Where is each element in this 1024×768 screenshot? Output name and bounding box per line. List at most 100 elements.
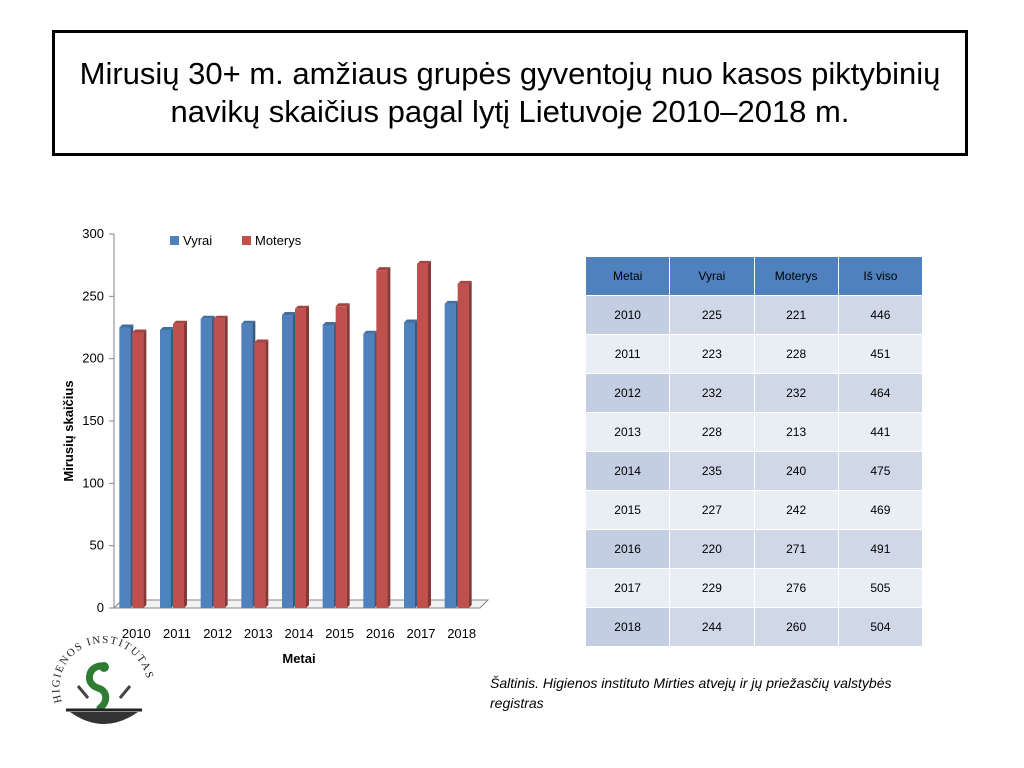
table-cell: 504 [837, 607, 924, 647]
table-cell: 232 [753, 373, 839, 413]
bar-top-vyrai-2011 [160, 326, 174, 330]
y-tick-label: 100 [82, 475, 104, 490]
table-header-men: Vyrai [669, 256, 755, 296]
slide-title-box: Mirusių 30+ m. amžiaus grupės gyventojų … [52, 30, 968, 156]
table-row: 2011 223 228 451 [584, 334, 924, 374]
bar-moterys-2018 [457, 283, 469, 608]
table-cell: 228 [753, 334, 839, 374]
x-tick-label: 2018 [447, 626, 476, 641]
bar-top-moterys-2015 [335, 303, 350, 307]
table-header-row: Metai Vyrai Moterys Iš viso [584, 256, 924, 296]
bar-top-vyrai-2014 [282, 312, 296, 316]
bar-vyrai-2017 [404, 322, 415, 608]
table-cell: 505 [837, 568, 924, 608]
y-tick-label: 0 [97, 600, 104, 615]
bar-moterys-2012 [213, 318, 225, 608]
table-cell: 491 [837, 529, 924, 569]
bar-vyrai-2011 [160, 329, 171, 608]
data-table: Metai Vyrai Moterys Iš viso 2010 225 221 44… [584, 256, 924, 647]
table-cell: 271 [753, 529, 839, 569]
table-cell: 475 [837, 451, 924, 491]
x-tick-label: 2015 [325, 626, 354, 641]
table-cell: 441 [837, 412, 924, 452]
bar-vyrai-2018 [444, 303, 456, 608]
bar-top-vyrai-2013 [241, 320, 256, 324]
bar-top-moterys-2014 [295, 305, 309, 309]
bar-top-vyrai-2010 [119, 324, 134, 328]
bar-top-vyrai-2012 [200, 315, 215, 319]
y-tick-label: 250 [82, 288, 104, 303]
legend-label-vyrai: Vyrai [183, 233, 212, 248]
table-cell: 240 [753, 451, 839, 491]
y-tick-label: 50 [90, 538, 104, 553]
table-cell: 2010 [584, 295, 671, 335]
bar-side-moterys-2012 [224, 315, 228, 608]
y-axis-title: Mirusių skaičius [61, 380, 76, 481]
table-cell: 276 [753, 568, 839, 608]
table-cell: 2013 [584, 412, 671, 452]
x-tick-label: 2014 [285, 626, 314, 641]
bar-top-moterys-2010 [132, 329, 147, 333]
table-cell: 260 [753, 607, 839, 647]
table-cell: 2014 [584, 451, 671, 491]
bar-top-moterys-2011 [173, 320, 187, 324]
bar-vyrai-2015 [322, 325, 334, 608]
table-cell: 242 [753, 490, 839, 530]
bar-top-vyrai-2017 [404, 319, 418, 323]
bar-chart: 0 50 100 150 200 250 300 2010 2011 2012 2013 2014 20… [61, 226, 490, 666]
table-row: 2014 235 240 475 [584, 451, 924, 491]
legend-swatch-vyrai [170, 236, 179, 245]
bar-top-vyrai-2016 [363, 330, 378, 334]
table-cell: 2016 [584, 529, 671, 569]
bar-moterys-2015 [335, 306, 347, 608]
table-cell: 464 [837, 373, 924, 413]
bar-vyrai-2012 [200, 318, 212, 608]
x-tick-label: 2013 [244, 626, 273, 641]
table-cell: 2018 [584, 607, 671, 647]
table-cell: 221 [753, 295, 839, 335]
table-cell: 2017 [584, 568, 671, 608]
table-row: 2010 225 221 446 [584, 295, 924, 335]
y-tick-label: 200 [82, 351, 104, 366]
table-cell: 2012 [584, 373, 671, 413]
slide-title: Mirusių 30+ m. amžiaus grupės gyventojų … [79, 56, 941, 129]
table-cell: 225 [669, 295, 755, 335]
table-cell: 451 [837, 334, 924, 374]
bar-top-moterys-2013 [254, 339, 269, 343]
bar-top-moterys-2016 [376, 267, 391, 271]
table-cell: 223 [669, 334, 755, 374]
table-cell: 469 [837, 490, 924, 530]
bar-top-moterys-2017 [417, 260, 431, 264]
table-row: 2013 228 213 441 [584, 412, 924, 452]
bar-side-moterys-2017 [428, 260, 431, 608]
table-header-women: Moterys [753, 256, 839, 296]
table-cell: 213 [753, 412, 839, 452]
table-cell: 220 [669, 529, 755, 569]
table-header-total: Iš viso [837, 256, 924, 296]
table-cell: 232 [669, 373, 755, 413]
x-tick-label: 2016 [366, 626, 395, 641]
bar-side-moterys-2014 [306, 305, 309, 608]
legend-label-moterys: Moterys [255, 233, 302, 248]
table-cell: 244 [669, 607, 755, 647]
bar-moterys-2017 [417, 263, 428, 608]
x-tick-label: 2012 [203, 626, 232, 641]
y-tick-label: 150 [82, 413, 104, 428]
institute-logo: HIGIENOS INSTITUTAS [50, 636, 154, 724]
x-tick-label: 2017 [407, 626, 436, 641]
bar-side-moterys-2018 [468, 280, 472, 608]
bar-moterys-2016 [376, 270, 388, 608]
legend-swatch-moterys [242, 236, 251, 245]
bar-vyrai-2014 [282, 315, 293, 608]
table-cell: 2011 [584, 334, 671, 374]
table-cell: 446 [837, 295, 924, 335]
bar-top-moterys-2012 [213, 315, 228, 319]
bar-top-moterys-2018 [457, 280, 472, 284]
table-row: 2012 232 232 464 [584, 373, 924, 413]
bar-vyrai-2016 [363, 333, 375, 608]
bar-vyrai-2013 [241, 323, 253, 608]
x-axis-title: Metai [282, 651, 315, 666]
source-note: Šaltinis. Higienos instituto Mirties atv… [490, 675, 892, 711]
bar-top-vyrai-2018 [444, 300, 459, 304]
bar-side-moterys-2013 [265, 339, 269, 608]
